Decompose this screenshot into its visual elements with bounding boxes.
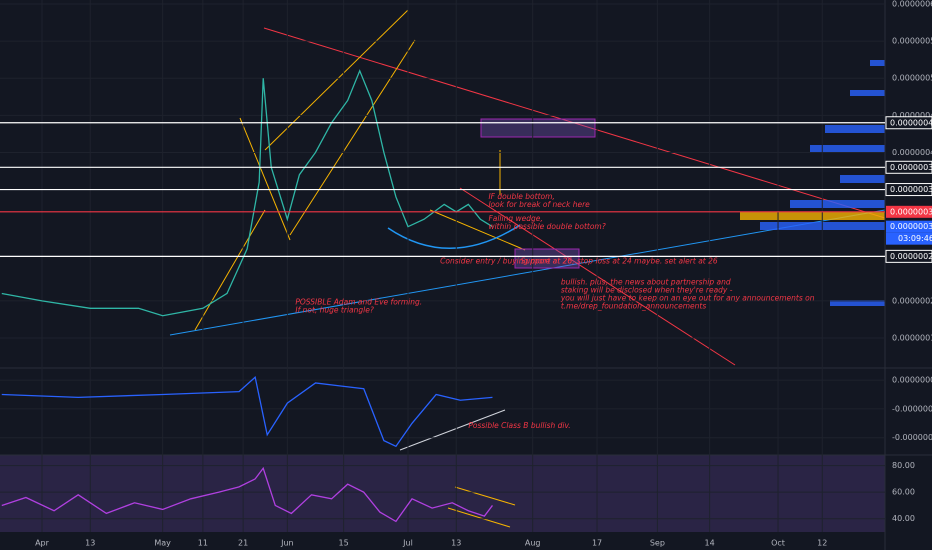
divergence	[399, 409, 506, 451]
level-label: 0.00000026	[890, 252, 932, 261]
x-tick-label: 17	[592, 539, 602, 548]
level-label-bg	[885, 160, 932, 174]
level-label-bg	[885, 116, 932, 130]
profile-bar	[850, 90, 885, 96]
annotation: Falling wedge,	[488, 214, 542, 223]
level-label-bg	[885, 249, 932, 263]
x-tick-label: May	[154, 539, 171, 548]
x-tick-label: 15	[339, 539, 349, 548]
countdown-bg	[886, 232, 932, 245]
profile-bar	[810, 145, 885, 153]
series-line	[1, 69, 493, 317]
y-tick-label: 60.00	[892, 488, 915, 497]
profile-bar	[825, 125, 885, 133]
rsi-channel	[454, 486, 516, 506]
bottom-arc	[387, 224, 521, 249]
level-label-bg	[886, 220, 932, 233]
x-tick-label: Aug	[525, 539, 541, 548]
rsi-channel	[447, 507, 511, 528]
level-label: 0.00000032	[890, 207, 932, 216]
countdown: 03:09:46	[898, 234, 932, 243]
zone	[514, 248, 580, 269]
annotation: look for break of neck here	[488, 200, 590, 209]
annotation: If not, huge triangle?	[295, 305, 373, 314]
annotation: t.me/drep_foundation_announcements	[561, 301, 707, 310]
profile-bar	[790, 200, 885, 208]
channel	[194, 209, 266, 331]
annotation: Consider entry / buying more at 26	[440, 257, 572, 266]
annotation: Support at 26, stop loss at 24 maybe. se…	[521, 257, 718, 266]
annotation: you will just have to keep on an eye out…	[560, 293, 815, 302]
profile-bar	[830, 300, 885, 306]
drawings	[169, 9, 886, 528]
channel	[289, 39, 416, 236]
x-tick-label: Sep	[650, 539, 665, 548]
x-tick-label: Jul	[402, 539, 413, 548]
wedge	[429, 209, 526, 251]
profile-bar	[740, 212, 885, 220]
profile-bar	[870, 60, 885, 66]
x-tick-label: Oct	[771, 539, 785, 548]
y-tick-label: 0.00000055	[892, 37, 932, 46]
x-tick-label: 11	[198, 539, 208, 548]
x-tick-label: 14	[705, 539, 715, 548]
x-tick-label: 13	[451, 539, 461, 548]
x-tick-label: 13	[85, 539, 95, 548]
y-tick-label: 0.00000050	[892, 74, 932, 83]
level-label-bg	[886, 205, 932, 218]
annotation: POSSIBLE Adam and Eve forming.	[295, 297, 422, 306]
annotation: IF double bottom,	[488, 192, 554, 201]
annotation: Possible Class B bullish div.	[468, 421, 570, 430]
level-label: 0.00000038	[890, 163, 932, 172]
x-tick-label: Apr	[35, 539, 50, 548]
annotation: within possible double bottom?	[488, 222, 605, 231]
x-tick-label: Jun	[280, 539, 294, 548]
y-tick-label: 0.00000001	[892, 376, 932, 385]
y-tick-label: 80.00	[892, 461, 915, 470]
annotation: staking will be disclosed when they're r…	[561, 285, 733, 294]
annotation: bullish. plus, the news about partnershi…	[561, 277, 731, 286]
y-tick-label: 0.00000045	[892, 111, 932, 120]
series-line	[1, 466, 493, 523]
y-tick-label: 0.00000060	[892, 0, 932, 9]
level-label: 0.00000035	[890, 185, 932, 194]
profile-bar	[840, 175, 885, 183]
y-tick-label: -0.00000001	[892, 404, 932, 413]
trendline	[169, 209, 886, 336]
x-tick-label: 12	[817, 539, 827, 548]
y-tick-label: -0.00000002	[892, 433, 932, 442]
level-label-bg	[885, 183, 932, 197]
x-tick-label: 21	[238, 539, 248, 548]
rsi-band	[0, 455, 885, 532]
y-tick-label: 40.00	[892, 514, 915, 523]
series-line	[1, 375, 493, 448]
zone	[480, 118, 596, 138]
channel	[239, 117, 291, 241]
y-tick-label: 0.00000015	[892, 334, 932, 343]
level-label: 0.00000044	[890, 118, 932, 127]
channel	[264, 9, 409, 151]
